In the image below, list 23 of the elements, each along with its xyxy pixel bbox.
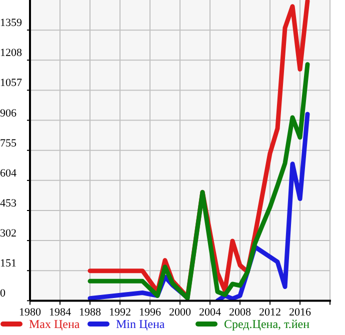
x-tick-label: 2000 [169, 306, 192, 319]
y-tick-label: 302 [0, 228, 16, 240]
x-tick-label: 2004 [199, 306, 222, 319]
y-tick-label: 906 [0, 107, 17, 120]
y-tick-label: 0 [0, 288, 6, 300]
y-tick-label: 755 [0, 137, 17, 150]
x-tick-label: 1984 [49, 306, 72, 319]
x-tick-label: 2008 [229, 306, 252, 319]
y-tick-label: 1208 [0, 47, 22, 60]
legend-label: Min Цена [116, 317, 166, 331]
y-tick-label: 453 [0, 197, 17, 210]
legend-label: Max Цена [29, 317, 80, 331]
x-tick-label: 1988 [79, 306, 102, 319]
x-tick-label: 1996 [139, 306, 162, 319]
y-tick-label: 1057 [0, 77, 22, 90]
x-tick-label: 2016 [289, 306, 312, 319]
y-tick-label: 604 [0, 167, 17, 180]
y-tick-label: 151 [0, 258, 16, 270]
x-tick-label: 2012 [259, 306, 281, 319]
x-tick-label: 1992 [109, 306, 131, 319]
x-tick-label: 1980 [19, 306, 42, 319]
y-tick-label: 1359 [0, 17, 22, 30]
legend-label: Сред.Цена, т.йен [224, 317, 310, 331]
